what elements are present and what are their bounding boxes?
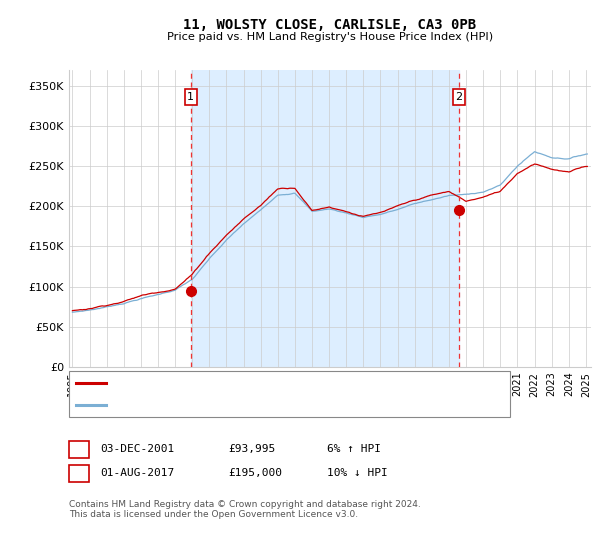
Text: £195,000: £195,000: [228, 468, 282, 478]
Text: 1: 1: [187, 92, 194, 102]
Text: 6% ↑ HPI: 6% ↑ HPI: [327, 444, 381, 454]
Text: HPI: Average price, detached house, Cumberland: HPI: Average price, detached house, Cumb…: [112, 400, 411, 410]
Text: Price paid vs. HM Land Registry's House Price Index (HPI): Price paid vs. HM Land Registry's House …: [167, 32, 493, 42]
Bar: [191, 70, 459, 367]
Text: 2: 2: [76, 468, 82, 478]
Text: 11, WOLSTY CLOSE, CARLISLE, CA3 0PB: 11, WOLSTY CLOSE, CARLISLE, CA3 0PB: [184, 18, 476, 32]
Text: 01-AUG-2017: 01-AUG-2017: [100, 468, 175, 478]
Text: 11, WOLSTY CLOSE, CARLISLE, CA3 0PB (detached house): 11, WOLSTY CLOSE, CARLISLE, CA3 0PB (det…: [112, 378, 450, 388]
Text: Contains HM Land Registry data © Crown copyright and database right 2024.
This d: Contains HM Land Registry data © Crown c…: [69, 500, 421, 519]
Text: 1: 1: [76, 444, 82, 454]
Text: 10% ↓ HPI: 10% ↓ HPI: [327, 468, 388, 478]
Text: £93,995: £93,995: [228, 444, 275, 454]
Text: 2: 2: [455, 92, 463, 102]
Text: 03-DEC-2001: 03-DEC-2001: [100, 444, 175, 454]
